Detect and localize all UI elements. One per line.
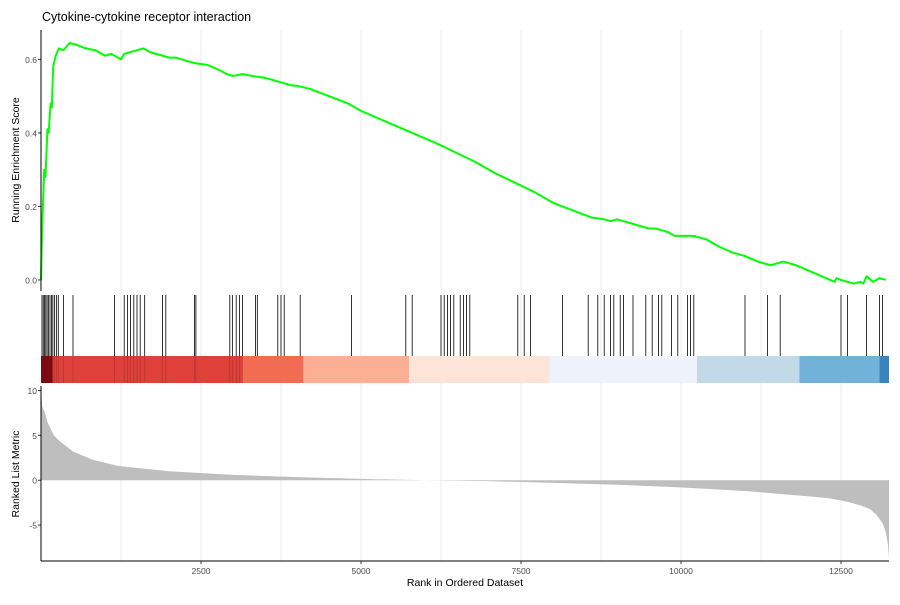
gene-hits-panel bbox=[41, 295, 889, 383]
x-tick-label: 12500 bbox=[829, 566, 853, 576]
enrichment-y-tick-label: 0.4 bbox=[25, 128, 37, 138]
x-axis-ticks: 2500 5000 7500 10000 12500 bbox=[192, 561, 853, 576]
enrichment-y-ticks: 0.0 0.2 0.4 0.6 bbox=[25, 55, 41, 285]
ranked-list-panel: Ranked List Metric -5 0 5 10 bbox=[10, 386, 889, 558]
rank-color-band bbox=[52, 356, 243, 383]
rank-color-band bbox=[409, 356, 550, 383]
rank-color-band bbox=[879, 356, 889, 383]
axes-lines bbox=[40, 30, 889, 562]
rank-color-band bbox=[549, 356, 697, 383]
ranked-metric-area bbox=[41, 388, 889, 558]
x-tick-label: 7500 bbox=[512, 566, 531, 576]
enrichment-y-tick-label: 0.6 bbox=[25, 55, 37, 65]
rank-color-band bbox=[41, 356, 53, 383]
gene-hit-lines bbox=[41, 295, 883, 356]
enrichment-score-line bbox=[40, 41, 887, 285]
rank-color-bar bbox=[41, 356, 889, 383]
ranked-y-tick-label: 5 bbox=[32, 431, 37, 441]
chart-title: Cytokine-cytokine receptor interaction bbox=[42, 10, 251, 24]
ranked-y-tick-label: 10 bbox=[28, 386, 38, 396]
ranked-y-axis-label: Ranked List Metric bbox=[10, 431, 22, 518]
rank-color-band bbox=[697, 356, 800, 383]
x-tick-label: 10000 bbox=[669, 566, 693, 576]
rank-color-band bbox=[242, 356, 304, 383]
enrichment-score-panel: Running Enrichment Score 0.0 0.2 0.4 0.6 bbox=[10, 41, 887, 285]
enrichment-y-tick-label: 0.2 bbox=[25, 202, 37, 212]
x-axis-label: Rank in Ordered Dataset bbox=[407, 577, 523, 589]
ranked-y-ticks: -5 0 5 10 bbox=[28, 386, 41, 531]
enrichment-y-axis-label: Running Enrichment Score bbox=[10, 97, 22, 223]
rank-color-band bbox=[799, 356, 880, 383]
enrichment-y-tick-label: 0.0 bbox=[25, 275, 37, 285]
ranked-y-tick-label: -5 bbox=[29, 521, 37, 531]
ranked-y-tick-label: 0 bbox=[32, 476, 37, 486]
x-tick-label: 5000 bbox=[352, 566, 371, 576]
x-tick-label: 2500 bbox=[192, 566, 211, 576]
rank-color-band bbox=[303, 356, 409, 383]
